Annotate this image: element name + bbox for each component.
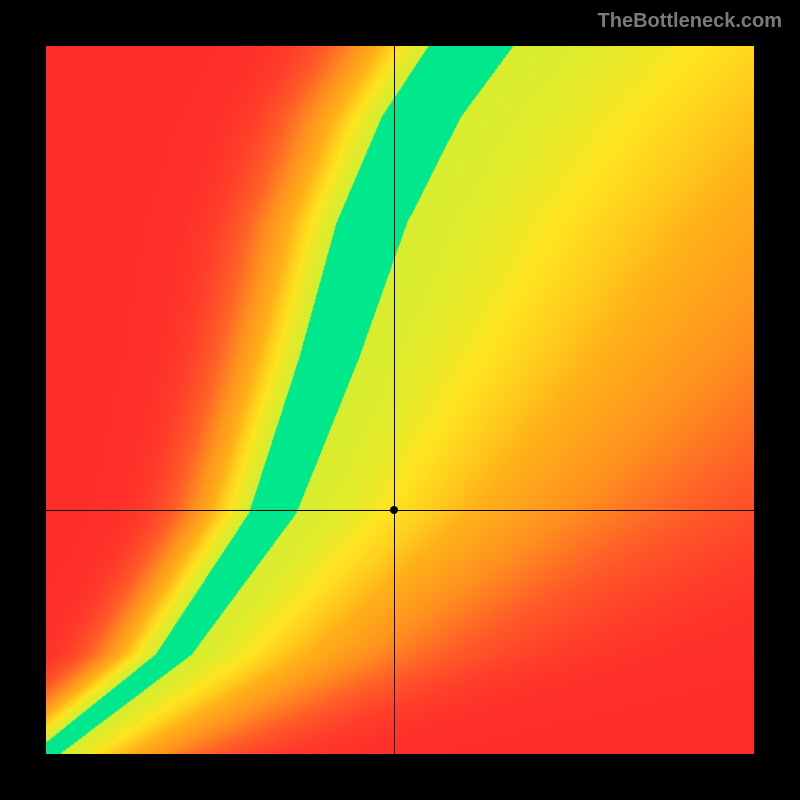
crosshair-vertical xyxy=(394,46,395,754)
heatmap-plot-area xyxy=(46,46,754,754)
chart-container: TheBottleneck.com xyxy=(0,0,800,800)
crosshair-marker-dot xyxy=(390,506,398,514)
heatmap-canvas xyxy=(46,46,754,754)
crosshair-horizontal xyxy=(46,510,754,511)
watermark-text: TheBottleneck.com xyxy=(598,10,782,33)
